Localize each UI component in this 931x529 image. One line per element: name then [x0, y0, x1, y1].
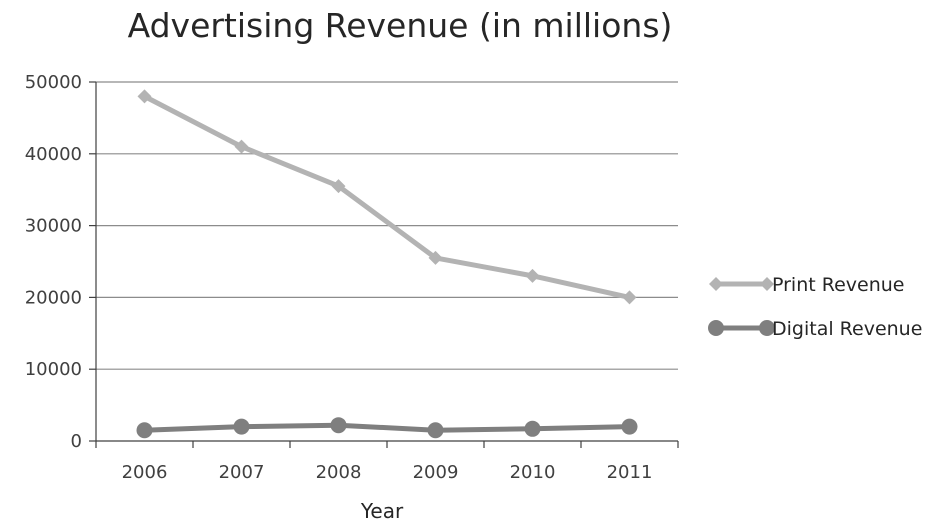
- print-revenue-point: [622, 290, 637, 305]
- y-tick-label: 10000: [25, 359, 82, 380]
- digital-revenue-point: [427, 422, 444, 439]
- x-tick-labels: 2006 2007 2008 2009 2010 2011: [122, 462, 653, 483]
- x-tick-label: 2010: [510, 462, 556, 483]
- print-revenue-line: [143, 94, 631, 300]
- x-tick-label: 2008: [316, 462, 362, 483]
- print-revenue-point: [525, 268, 540, 283]
- legend-marker: [759, 320, 775, 336]
- y-tick-labels: 0 10000 20000 30000 40000 50000: [25, 72, 82, 452]
- print-revenue-point: [137, 89, 152, 104]
- print-revenue-point: [428, 250, 443, 265]
- y-tick-label: 40000: [25, 144, 82, 165]
- digital-revenue-point: [524, 420, 541, 437]
- x-tick-label: 2007: [219, 462, 265, 483]
- digital-revenue-point: [233, 418, 250, 435]
- legend-label: Print Revenue: [772, 274, 905, 296]
- series-group: [136, 89, 638, 439]
- print-revenue-point: [234, 139, 249, 154]
- x-tick-label: 2011: [607, 462, 653, 483]
- y-tick-label: 30000: [25, 216, 82, 237]
- axes: [89, 81, 679, 448]
- legend-marker: [760, 277, 774, 291]
- digital-revenue-point: [330, 417, 347, 434]
- digital-revenue-point: [136, 422, 153, 439]
- y-tick-label: 0: [71, 431, 82, 452]
- legend: Print Revenue Digital Revenue: [708, 274, 922, 340]
- chart-title: Advertising Revenue (in millions): [127, 6, 673, 45]
- digital-revenue-point: [621, 418, 638, 435]
- x-tick-label: 2009: [413, 462, 459, 483]
- gridlines: [96, 81, 678, 370]
- digital-revenue-line: [144, 422, 630, 433]
- y-tick-label: 50000: [25, 72, 82, 93]
- x-tick-label: 2006: [122, 462, 168, 483]
- legend-marker: [709, 277, 723, 291]
- legend-marker: [708, 320, 724, 336]
- legend-label: Digital Revenue: [772, 318, 922, 340]
- x-axis-title: Year: [360, 499, 404, 523]
- print-revenue-point: [331, 179, 346, 194]
- y-tick-label: 20000: [25, 287, 82, 308]
